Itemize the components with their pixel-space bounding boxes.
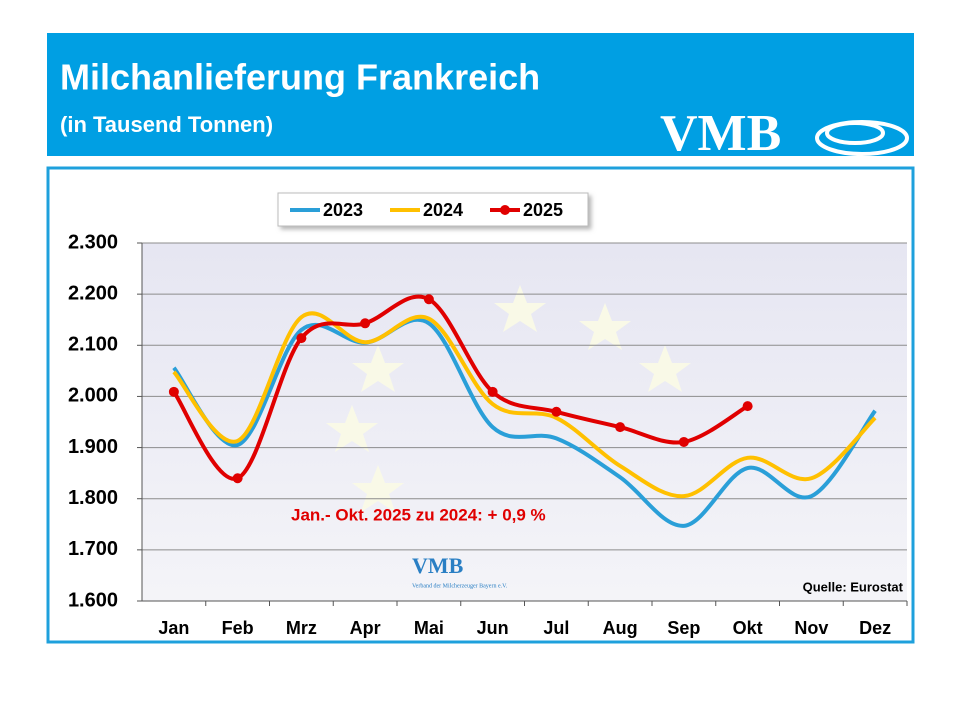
series-line: [172, 311, 877, 499]
data-point: [487, 386, 498, 397]
legend-marker: [500, 205, 510, 215]
y-tick-label: 1.800: [68, 487, 118, 509]
x-tick-label: Mai: [414, 618, 444, 638]
y-tick-label: 2.000: [68, 385, 118, 407]
data-point: [168, 386, 179, 397]
x-tick-label: Sep: [667, 618, 700, 638]
x-tick-label: Jul: [543, 618, 569, 638]
y-tick-label: 1.700: [68, 538, 118, 560]
watermark-logo: VMB: [412, 553, 464, 578]
x-tick-label: Jan: [158, 618, 189, 638]
data-point: [742, 401, 753, 412]
annotation: Jan.- Okt. 2025 zu 2024: + 0,9 %: [291, 505, 546, 524]
y-tick-label: 2.300: [68, 231, 118, 253]
logo: VMB: [660, 105, 781, 162]
y-tick-label: 2.200: [68, 282, 118, 304]
logo-icon: [815, 120, 909, 156]
x-tick-label: Feb: [222, 618, 254, 638]
data-point: [232, 473, 243, 484]
x-tick-label: Jun: [477, 618, 509, 638]
source: Quelle: Eurostat: [803, 579, 904, 594]
legend-label: 2025: [523, 200, 563, 220]
watermark-subtitle: Verband der Milcherzeuger Bayern e.V.: [412, 583, 508, 589]
data-point: [360, 318, 371, 329]
x-tick-label: Mrz: [286, 618, 317, 638]
series-line: [172, 294, 749, 481]
x-tick-label: Dez: [859, 618, 891, 638]
series-line: [172, 317, 877, 528]
header: [47, 33, 914, 156]
x-tick-label: Nov: [794, 618, 828, 638]
data-point: [678, 436, 689, 447]
data-point: [551, 406, 562, 417]
x-tick-label: Okt: [733, 618, 763, 638]
legend-label: 2024: [423, 200, 463, 220]
legend-label: 2023: [323, 200, 363, 220]
y-tick-label: 1.600: [68, 589, 118, 611]
data-point: [296, 333, 307, 344]
x-tick-label: Aug: [603, 618, 638, 638]
eu-stars: [326, 285, 691, 512]
x-tick-label: Apr: [350, 618, 381, 638]
legend: [277, 192, 589, 227]
chart-subtitle: (in Tausend Tonnen): [60, 112, 273, 137]
y-tick-label: 1.900: [68, 436, 118, 458]
data-point: [423, 294, 434, 305]
data-point: [615, 422, 626, 433]
y-tick-label: 2.100: [68, 334, 118, 356]
chart-title: Milchanlieferung Frankreich: [60, 57, 540, 98]
